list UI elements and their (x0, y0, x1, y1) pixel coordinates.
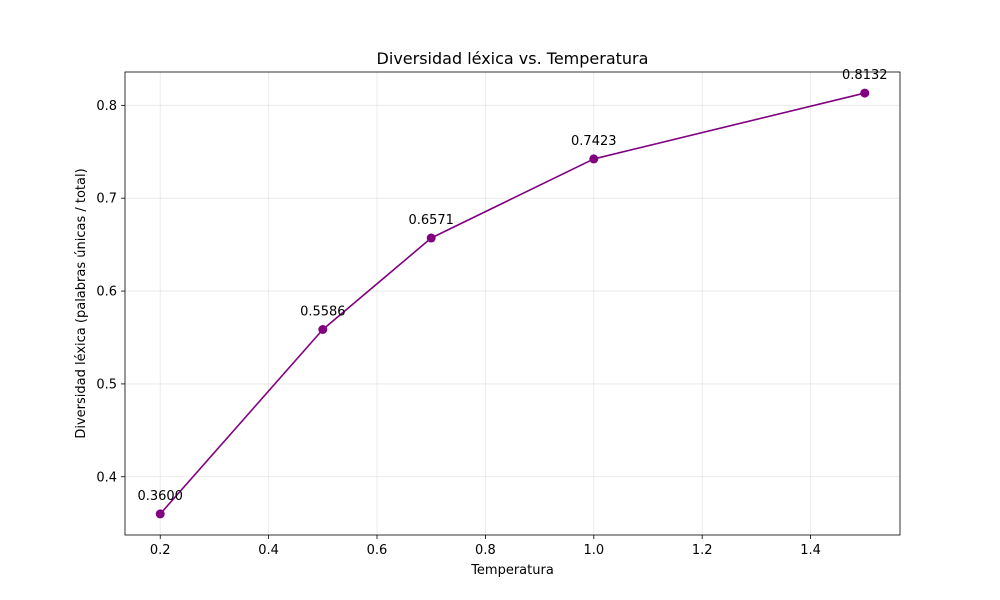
data-point-marker (860, 88, 870, 98)
x-tick-label: 0.2 (150, 543, 171, 558)
y-tick-label: 0.5 (96, 377, 117, 392)
x-axis-label: Temperatura (470, 563, 554, 578)
plot-area-frame (124, 71, 901, 536)
data-point-marker (155, 509, 165, 519)
data-value-label: 0.3600 (137, 489, 183, 504)
y-axis-label: Diversidad léxica (palabras únicas / tot… (74, 168, 89, 438)
x-tick-label: 0.4 (258, 543, 279, 558)
grid-lines (125, 72, 900, 535)
y-tick-label: 0.7 (96, 192, 117, 207)
y-tick-label: 0.8 (96, 99, 117, 114)
data-value-label: 0.8132 (842, 68, 888, 83)
data-value-label: 0.6571 (408, 213, 454, 228)
data-value-label: 0.7423 (571, 134, 617, 149)
data-value-label: 0.5586 (300, 305, 346, 320)
axis-ticks: 0.2 0.4 0.6 0.8 1.0 1.2 1.4 0.4 0.5 0.6 0.7 0.8 (96, 99, 821, 558)
chart-title: Diversidad léxica vs. Temperatura (377, 49, 649, 68)
x-tick-label: 0.6 (367, 543, 388, 558)
x-tick-label: 1.4 (800, 543, 821, 558)
x-tick-label: 1.2 (692, 543, 713, 558)
x-tick-label: 1.0 (583, 543, 604, 558)
data-point-marker (426, 233, 436, 243)
y-tick-label: 0.6 (96, 285, 117, 300)
y-tick-label: 0.4 (96, 470, 117, 485)
x-tick-label: 0.8 (475, 543, 496, 558)
data-point-marker (589, 154, 599, 164)
data-labels: 0.3600 0.5586 0.6571 0.7423 0.8132 (137, 68, 887, 504)
series-layer (155, 88, 870, 519)
data-point-marker (318, 325, 328, 335)
